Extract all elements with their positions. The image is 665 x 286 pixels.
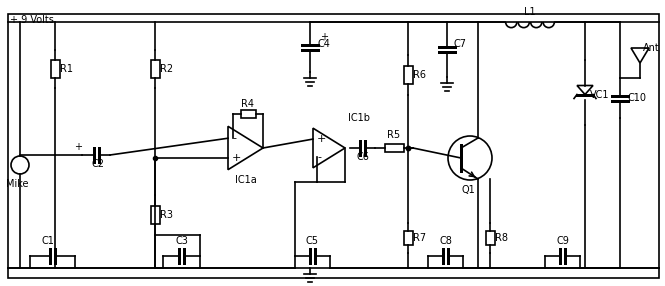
Text: R1: R1 — [60, 64, 73, 74]
Bar — [150, 60, 160, 78]
Text: IC1b: IC1b — [348, 113, 370, 123]
Text: R7: R7 — [413, 233, 426, 243]
Text: C7: C7 — [454, 39, 467, 49]
Bar — [485, 231, 495, 245]
Text: C4: C4 — [318, 39, 331, 49]
Bar — [404, 231, 412, 245]
Text: -: - — [317, 152, 321, 162]
Text: +: + — [320, 33, 328, 43]
Text: R8: R8 — [495, 233, 508, 243]
Text: R4: R4 — [241, 99, 255, 109]
Text: -: - — [232, 133, 236, 143]
Text: IC1a: IC1a — [235, 175, 257, 185]
Text: R5: R5 — [388, 130, 400, 140]
Bar — [404, 66, 412, 84]
Text: C6: C6 — [356, 152, 369, 162]
Text: +: + — [232, 153, 241, 163]
Text: VC1: VC1 — [590, 90, 610, 100]
Text: C1: C1 — [41, 236, 54, 246]
Bar — [150, 206, 160, 224]
Text: C5: C5 — [306, 236, 319, 246]
Text: C2: C2 — [92, 159, 104, 169]
Text: Mike: Mike — [6, 179, 28, 189]
Text: R2: R2 — [160, 64, 173, 74]
Text: R3: R3 — [160, 210, 173, 220]
Text: C3: C3 — [175, 236, 188, 246]
Text: + 9 Volts: + 9 Volts — [10, 15, 54, 25]
Bar — [241, 110, 255, 118]
Text: C8: C8 — [439, 236, 452, 246]
Text: R6: R6 — [413, 70, 426, 80]
Text: C10: C10 — [627, 93, 646, 103]
Text: +: + — [74, 142, 82, 152]
Bar — [384, 144, 404, 152]
Text: +: + — [317, 134, 327, 144]
Text: C9: C9 — [556, 236, 569, 246]
Text: L1: L1 — [524, 7, 536, 17]
Bar — [51, 60, 59, 78]
Text: Q1: Q1 — [461, 185, 475, 195]
Text: Ant: Ant — [643, 43, 660, 53]
